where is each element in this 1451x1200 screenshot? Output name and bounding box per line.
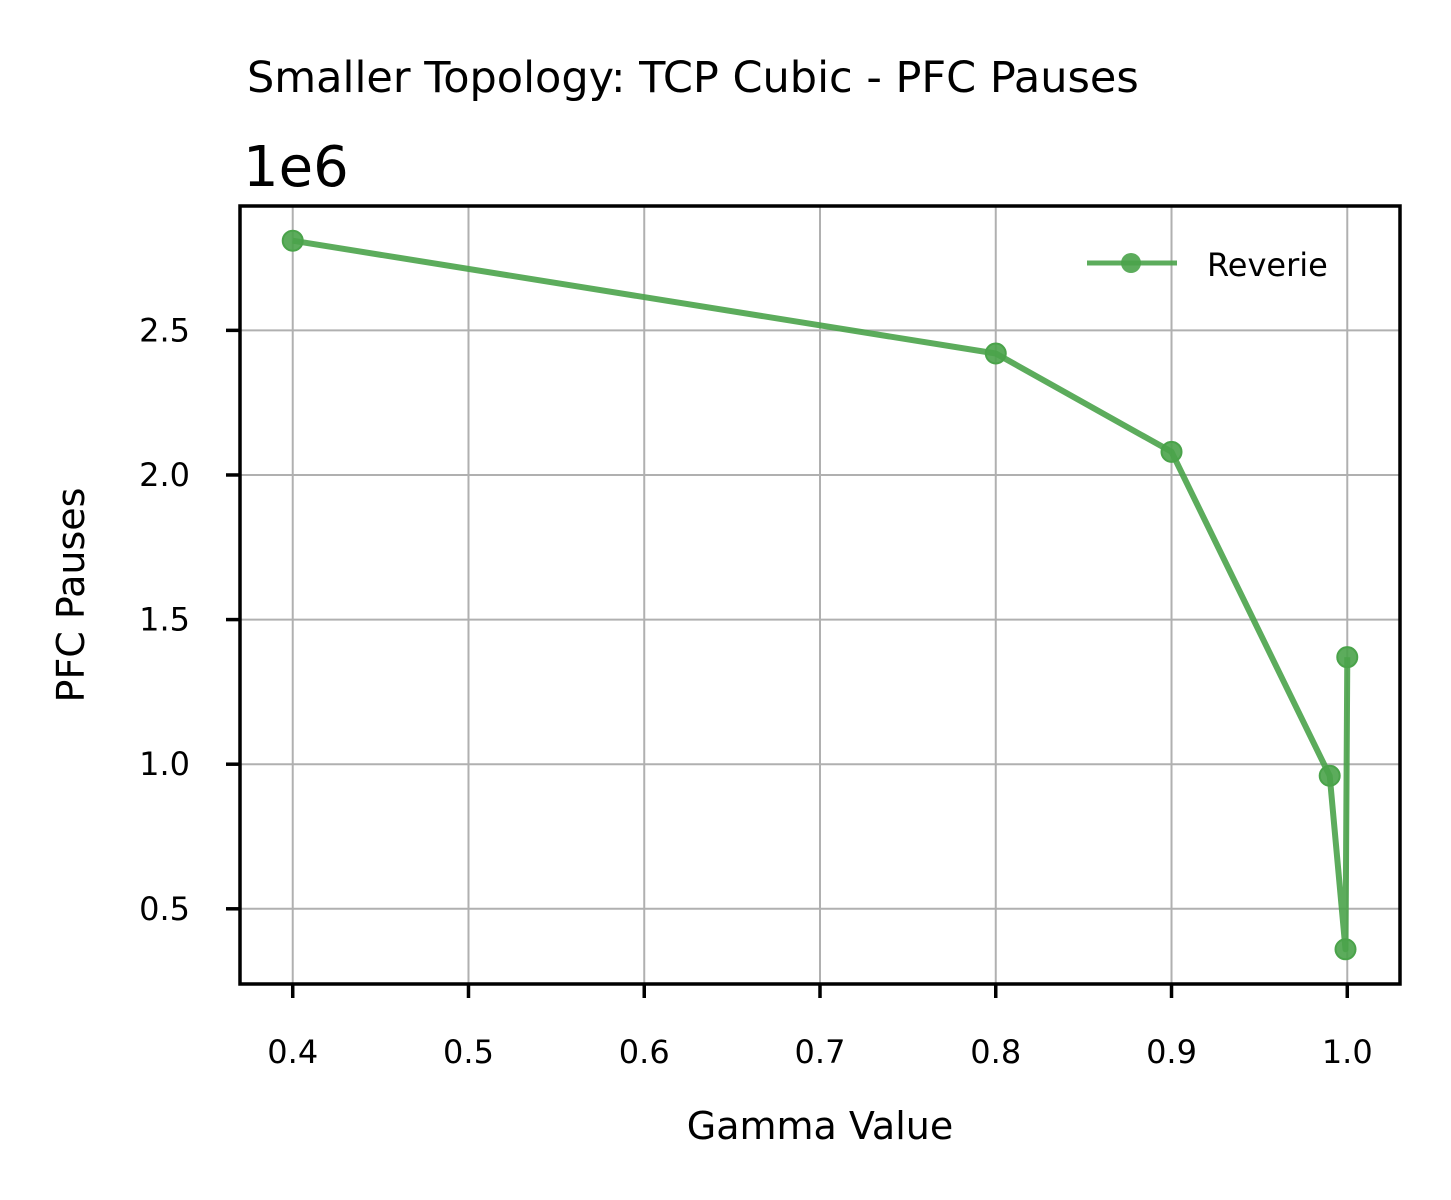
series-layer xyxy=(281,229,1359,961)
data-point xyxy=(984,342,1007,365)
data-point xyxy=(1318,764,1341,787)
x-tick-label: 0.9 xyxy=(1146,1033,1197,1071)
axis-ticks: 0.4 0.5 0.6 0.7 0.8 0.9 1.0 0.5 1.0 1.5 2.0 2.5 xyxy=(139,311,1373,1071)
x-tick-label: 1.0 xyxy=(1322,1033,1373,1071)
legend-label-reverie: Reverie xyxy=(1207,246,1328,284)
x-tick-label: 0.4 xyxy=(267,1033,318,1071)
x-axis-label: Gamma Value xyxy=(687,1104,953,1148)
y-offset-label: 1e6 xyxy=(243,135,349,200)
legend: Reverie xyxy=(1087,246,1328,284)
y-axis-label: PFC Pauses xyxy=(49,488,93,703)
data-point xyxy=(281,229,304,252)
grid xyxy=(240,206,1400,984)
x-tick-label: 0.5 xyxy=(443,1033,494,1071)
data-point xyxy=(1334,938,1357,961)
y-tick-label: 2.5 xyxy=(139,311,190,349)
series-line-reverie xyxy=(292,237,1351,953)
chart-title: Smaller Topology: TCP Cubic - PFC Pauses xyxy=(247,53,1139,103)
plot-frame xyxy=(238,204,1402,986)
y-tick-label: 1.0 xyxy=(139,745,190,783)
y-tick-label: 1.5 xyxy=(139,601,190,639)
x-tick-label: 0.6 xyxy=(619,1033,670,1071)
x-tick-label: 0.8 xyxy=(970,1033,1021,1071)
data-point xyxy=(1336,646,1359,669)
y-tick-label: 2.0 xyxy=(139,456,190,494)
legend-marker-reverie xyxy=(1121,253,1141,273)
y-tick-label: 0.5 xyxy=(139,890,190,928)
data-point xyxy=(1160,440,1183,463)
x-tick-label: 0.7 xyxy=(795,1033,846,1071)
